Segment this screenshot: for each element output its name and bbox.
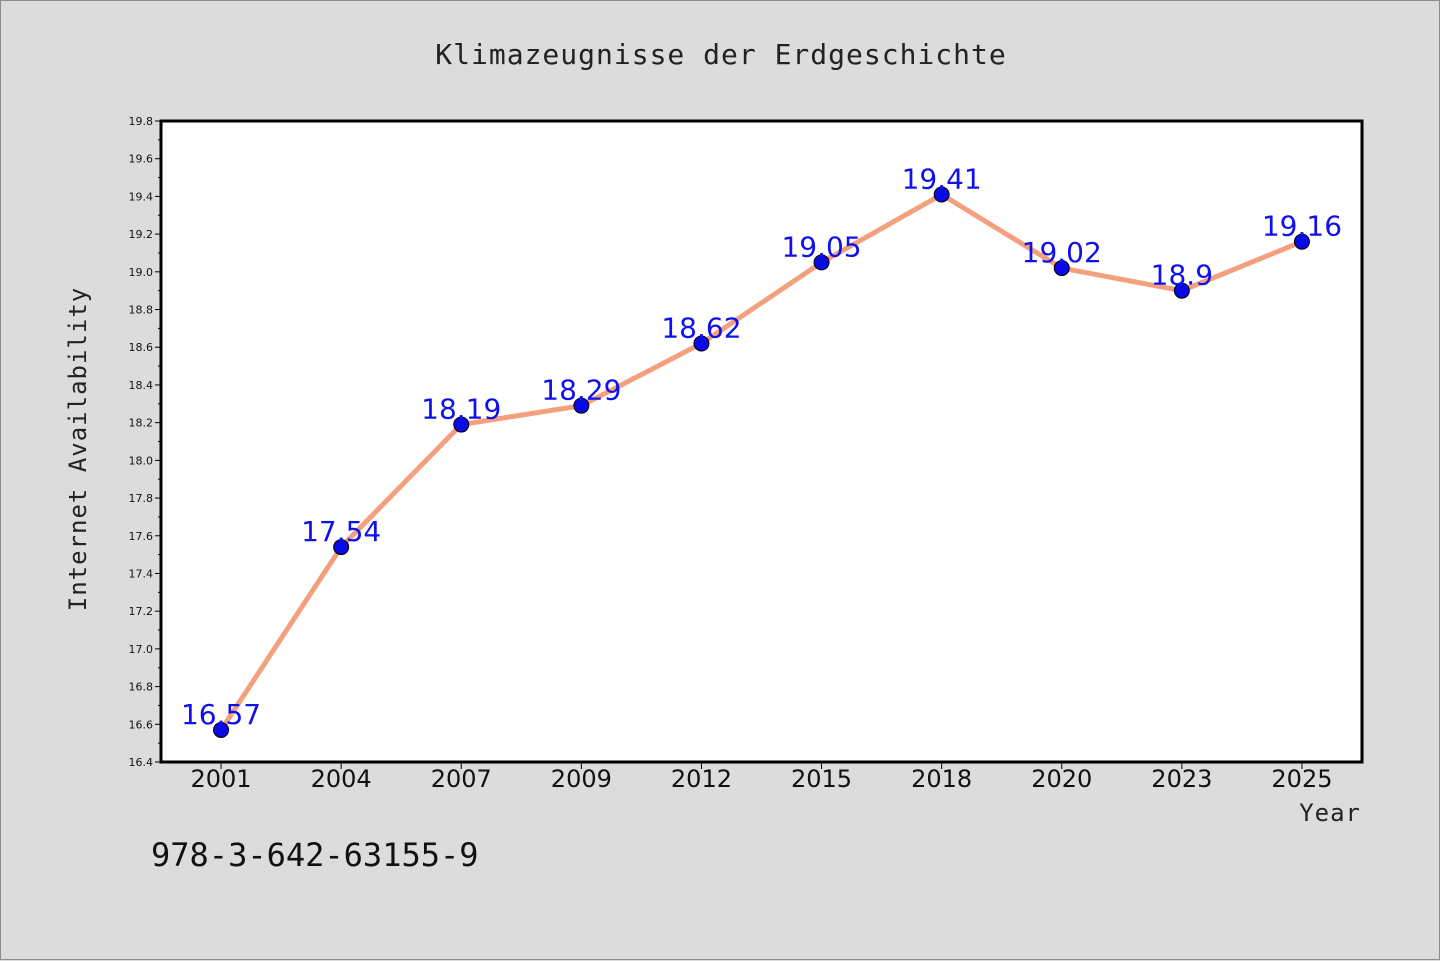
isbn-footer: 978-3-642-63155-9 (151, 836, 479, 874)
y-tick-label: 17.6 (129, 530, 154, 543)
data-label: 18.9 (1151, 259, 1213, 292)
plot-area (159, 119, 1364, 764)
x-tick-label: 2018 (911, 765, 972, 793)
x-tick-label: 2015 (791, 765, 852, 793)
data-label-layer: 16.57 17.54 18.19 18.29 18.62 19.05 19.41 19.02… (181, 163, 1342, 731)
y-axis: 16.4 16.6 16.8 17.0 17.2 17.4 17.6 17.8 18.0 18.2… (129, 115, 161, 769)
data-point (693, 335, 710, 352)
data-label: 18.62 (661, 311, 741, 344)
data-point (1293, 233, 1310, 250)
data-point (1173, 282, 1190, 299)
x-axis-label: Year (1299, 799, 1361, 827)
data-label: 17.54 (301, 515, 381, 548)
x-tick-label: 2020 (1031, 765, 1092, 793)
series-line (218, 192, 1305, 733)
y-tick-label: 17.2 (129, 605, 154, 618)
x-tick-label: 2001 (191, 765, 252, 793)
y-tick-label: 18.0 (129, 454, 154, 467)
y-tick-label: 18.6 (129, 341, 154, 354)
data-point (453, 416, 470, 433)
data-label: 16.57 (181, 698, 261, 731)
y-tick-label: 17.0 (129, 643, 154, 656)
x-tick-label: 2007 (431, 765, 492, 793)
y-tick-label: 17.4 (129, 567, 154, 580)
y-tick-label: 19.4 (129, 190, 154, 203)
y-tick-label: 18.2 (129, 417, 154, 430)
y-tick-label: 19.0 (129, 266, 154, 279)
data-point (1053, 260, 1070, 277)
y-tick-label: 16.8 (129, 681, 154, 694)
y-tick-label: 18.8 (129, 304, 154, 317)
y-tick-label: 16.6 (129, 718, 154, 731)
data-point (573, 397, 590, 414)
data-label: 19.16 (1262, 210, 1342, 243)
y-tick-label: 17.8 (129, 492, 154, 505)
x-tick-label: 2023 (1151, 765, 1212, 793)
x-tick-label: 2012 (671, 765, 732, 793)
x-tick-label: 2009 (551, 765, 612, 793)
data-label: 18.29 (541, 374, 621, 407)
data-label: 19.02 (1022, 236, 1102, 269)
data-point (933, 186, 950, 203)
data-point (333, 539, 350, 556)
data-point (213, 721, 230, 738)
data-label: 19.05 (781, 230, 861, 263)
data-label: 18.19 (421, 393, 501, 426)
y-tick-label: 16.4 (129, 756, 154, 769)
series-layer (213, 186, 1310, 738)
y-tick-label: 19.8 (129, 115, 154, 128)
data-point (813, 254, 830, 271)
y-tick-label: 19.6 (129, 153, 154, 166)
y-axis-label: Internet Availability (64, 287, 92, 611)
data-label: 19.41 (902, 163, 982, 196)
x-tick-label: 2004 (311, 765, 372, 793)
y-tick-label: 19.2 (129, 228, 154, 241)
x-tick-label: 2025 (1271, 765, 1332, 793)
chart-title: Klimazeugnisse der Erdgeschichte (435, 38, 1006, 71)
x-axis: 2001 2004 2007 2009 2012 2015 2018 2020 2023 2025 (191, 762, 1332, 793)
y-tick-label: 18.4 (129, 379, 154, 392)
